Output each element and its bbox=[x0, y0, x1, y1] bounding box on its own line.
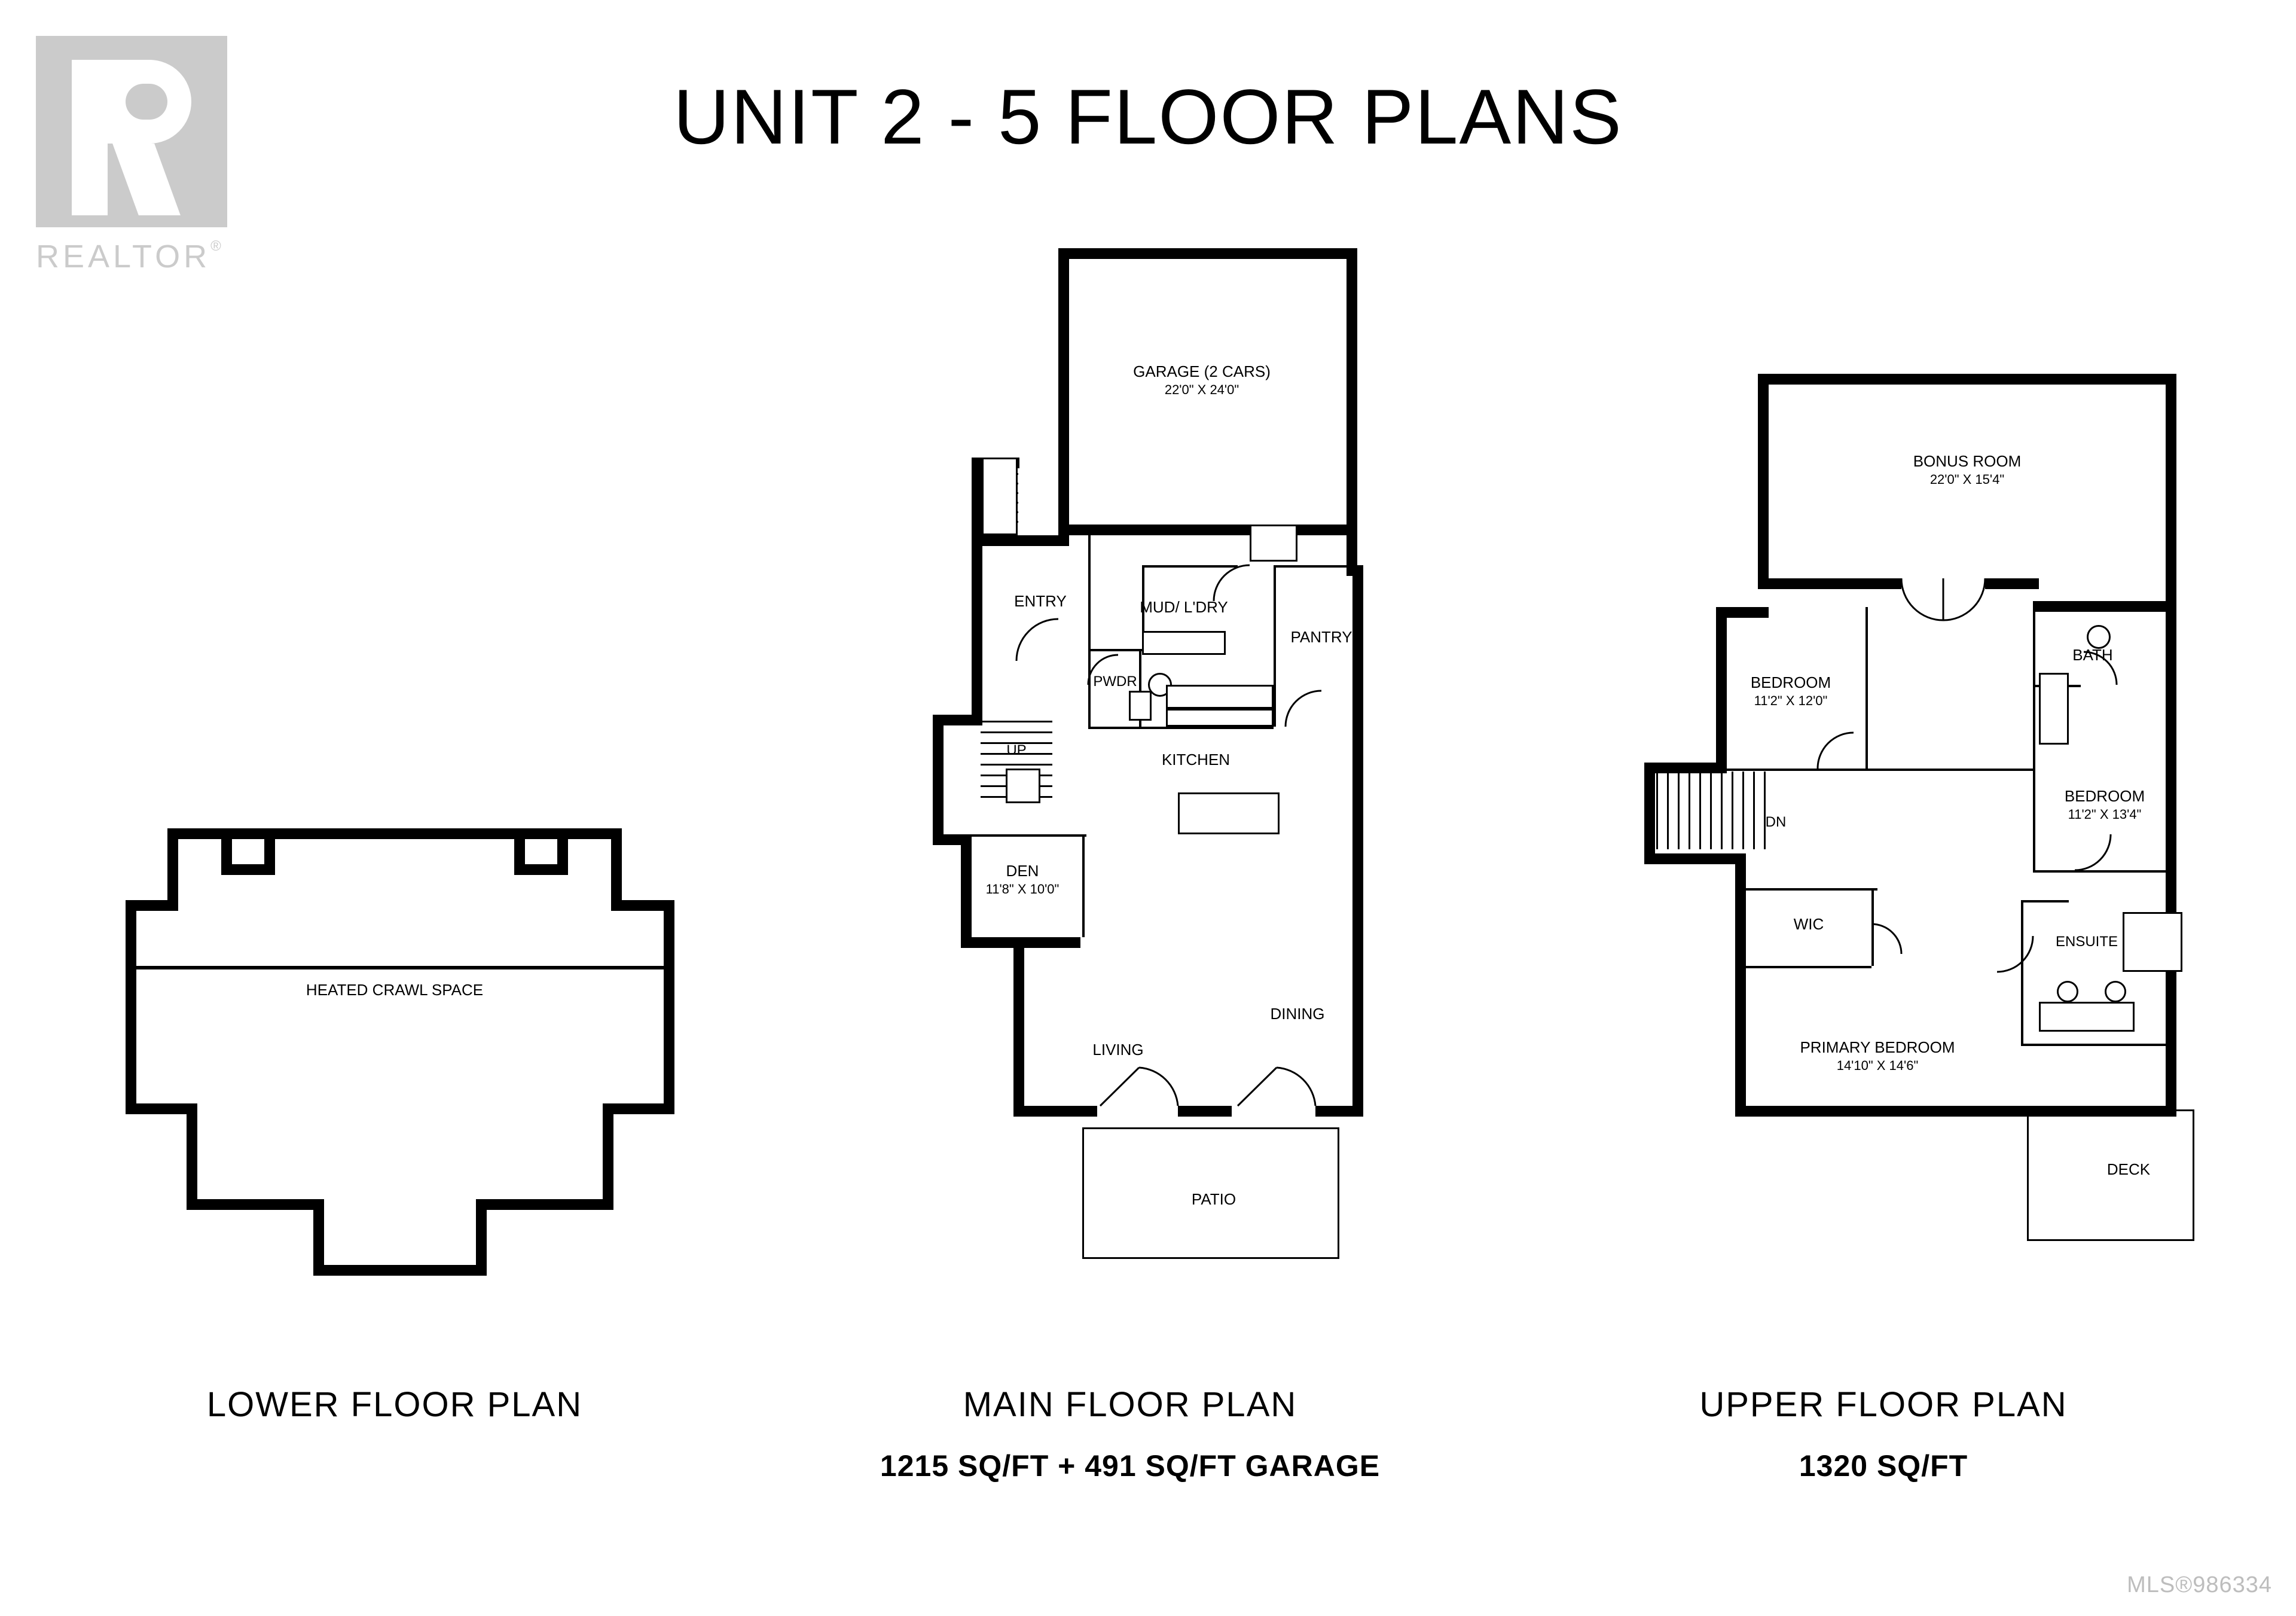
wall-segment bbox=[187, 1103, 197, 1199]
wall-segment bbox=[313, 1265, 487, 1276]
wall-segment bbox=[187, 1199, 324, 1210]
room-label: GARAGE (2 CARS)22'0" X 24'0" bbox=[1133, 362, 1271, 398]
lower-title: LOWER FLOOR PLAN bbox=[207, 1385, 582, 1425]
lower-canvas: HEATED CRAWL SPACE bbox=[96, 709, 694, 1319]
room-label: LIVING bbox=[1092, 1040, 1143, 1060]
mls-number: MLS®986334 bbox=[2127, 1572, 2272, 1598]
room-label: ENTRY bbox=[1014, 591, 1067, 611]
wall-segment bbox=[126, 966, 674, 969]
main-title: MAIN FLOOR PLAN bbox=[963, 1385, 1297, 1425]
room-label: BEDROOM11'2" X 12'0" bbox=[1751, 673, 1831, 709]
room-label: UP bbox=[1006, 742, 1026, 760]
room-label: BATH bbox=[2072, 645, 2112, 665]
wall-segment bbox=[557, 828, 568, 875]
room-label: ENSUITE bbox=[2056, 933, 2118, 951]
room-label: DN bbox=[1766, 813, 1787, 831]
fixture-vanity2 bbox=[2105, 981, 2126, 1002]
fixture-garage-step bbox=[1250, 525, 1297, 562]
wall-segment bbox=[221, 828, 232, 864]
wall-segment bbox=[476, 1199, 613, 1210]
fixture-shower bbox=[2123, 912, 2182, 972]
plan-lower: HEATED CRAWL SPACE LOWER FLOOR PLAN bbox=[96, 709, 694, 1484]
fixture-sink-by-stair bbox=[1006, 769, 1040, 803]
fixture-patio-outline bbox=[1082, 1127, 1339, 1259]
fixture-deck bbox=[2027, 1109, 2194, 1241]
plans-row: HEATED CRAWL SPACE LOWER FLOOR PLAN bbox=[96, 239, 2200, 1484]
wall-segment bbox=[313, 1199, 324, 1265]
wall-segment bbox=[664, 900, 674, 1114]
stairs-dn-upper bbox=[1656, 772, 1782, 849]
room-label: BEDROOM11'2" X 13'4" bbox=[2065, 786, 2145, 822]
room-label: BONUS ROOM22'0" X 15'4" bbox=[1913, 452, 2022, 487]
main-canvas: GARAGE (2 CARS)22'0" X 24'0"DNDNENTRYMUD… bbox=[843, 230, 1417, 1319]
room-label: WIC bbox=[1794, 914, 1824, 934]
fixture-vanity1 bbox=[2057, 981, 2078, 1002]
upper-title: UPPER FLOOR PLAN bbox=[1699, 1385, 2067, 1425]
upper-subtitle: 1320 SQ/FT bbox=[1799, 1449, 1968, 1484]
fixture-range bbox=[1166, 709, 1274, 727]
page-title: UNIT 2 - 5 FLOOR PLANS bbox=[0, 72, 2296, 161]
wall-segment bbox=[476, 1199, 487, 1276]
fixture-bath-tub bbox=[2039, 673, 2069, 745]
fixture-bath-sink bbox=[2087, 625, 2111, 649]
fixture-kitchen-run-upper bbox=[1166, 685, 1274, 709]
room-label: DINING bbox=[1271, 1004, 1325, 1024]
plan-upper: BONUS ROOM22'0" X 15'4" BEDROOM11'2" X 12… bbox=[1567, 350, 2200, 1484]
fixture-ensuite-tub bbox=[2039, 1002, 2135, 1032]
main-subtitle: 1215 SQ/FT + 491 SQ/FT GARAGE bbox=[880, 1449, 1380, 1484]
fixture-island bbox=[1178, 792, 1280, 834]
room-label: PRIMARY BEDROOM14'10" X 14'6" bbox=[1800, 1038, 1955, 1074]
fixture-toilet bbox=[1129, 691, 1152, 721]
wall-segment bbox=[126, 900, 136, 1103]
wall-segment bbox=[264, 828, 275, 875]
upper-canvas: BONUS ROOM22'0" X 15'4" BEDROOM11'2" X 12… bbox=[1567, 350, 2200, 1319]
room-label: PANTRY bbox=[1290, 627, 1352, 647]
wall-segment bbox=[167, 828, 622, 839]
wall-segment bbox=[603, 1103, 613, 1210]
wall-segment bbox=[167, 828, 178, 900]
fixture-exterior-stair bbox=[982, 458, 1018, 535]
wall-segment bbox=[514, 828, 525, 864]
room-label: MUD/ L'DRY bbox=[1140, 597, 1228, 617]
room-label: KITCHEN bbox=[1162, 750, 1230, 770]
room-label: PWDR bbox=[1093, 673, 1137, 691]
fixture-laundry-counter bbox=[1142, 631, 1226, 655]
room-label: HEATED CRAWL SPACE bbox=[306, 980, 483, 1000]
plan-main: GARAGE (2 CARS)22'0" X 24'0"DNDNENTRYMUD… bbox=[843, 230, 1417, 1484]
wall-segment bbox=[611, 828, 622, 911]
room-label: DEN11'8" X 10'0" bbox=[986, 861, 1060, 897]
